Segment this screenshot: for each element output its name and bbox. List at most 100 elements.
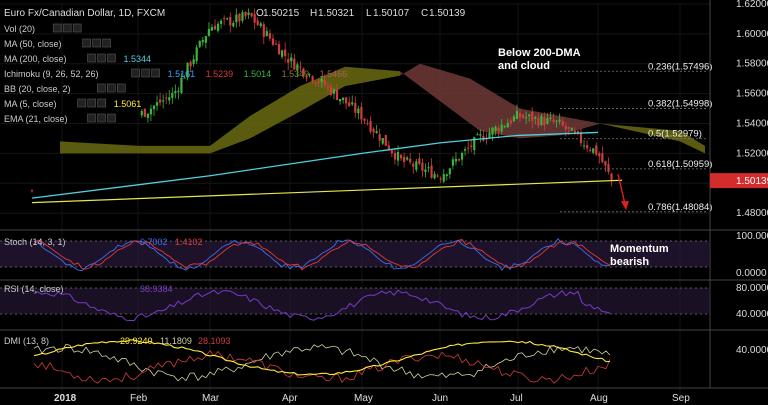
- settings-icon: [87, 98, 96, 108]
- indicator-label: Ichimoku (9, 26, 52, 26): [4, 69, 99, 79]
- candle-body: [372, 129, 375, 133]
- time-tick-label: Jun: [432, 393, 448, 404]
- candle-body: [30, 190, 34, 192]
- candle-body: [244, 12, 247, 17]
- candle-body: [338, 99, 342, 102]
- candle-body: [277, 44, 281, 55]
- candle-body: [582, 145, 586, 147]
- fib-label: 0.786(1.48084): [648, 202, 712, 213]
- candle-body: [305, 77, 308, 79]
- candle-body: [363, 118, 366, 121]
- candle-body: [537, 118, 540, 126]
- candle-body: [406, 157, 409, 160]
- ichimoku-cloud: [60, 63, 705, 154]
- close-icon: [102, 38, 111, 48]
- indicator-legend: Vol (20) MA (50, close) MA (200, close) 1.5…: [4, 23, 348, 124]
- candle-body: [162, 100, 165, 102]
- candle-body: [320, 78, 323, 83]
- candle-body: [165, 97, 168, 99]
- candle-body: [174, 91, 177, 94]
- close-icon: [72, 23, 82, 33]
- price-tick-label: 1.58000: [736, 59, 768, 70]
- candle-body: [540, 116, 543, 126]
- settings-icon: [97, 53, 106, 63]
- candle-body: [464, 149, 467, 151]
- stoch-band: [0, 241, 710, 267]
- candle-body: [412, 163, 415, 167]
- candle-body: [335, 89, 339, 100]
- candle-body: [348, 102, 351, 107]
- candle-body: [399, 154, 403, 159]
- candle-body: [473, 137, 476, 151]
- candle-body: [253, 13, 256, 23]
- candle-body: [518, 113, 522, 118]
- dmi-minus-line: [33, 350, 611, 384]
- candle-body: [186, 62, 189, 78]
- time-tick-label: Feb: [130, 393, 148, 404]
- candle-body: [369, 120, 372, 132]
- rsi-band: [0, 288, 710, 314]
- candle-body: [485, 138, 488, 140]
- candle-body: [549, 117, 552, 119]
- momentum-note-line2: bearish: [610, 256, 649, 268]
- candle-body: [528, 114, 531, 117]
- candle-body: [177, 90, 180, 92]
- candle-body: [427, 167, 430, 169]
- rsi-line: [33, 289, 611, 322]
- candle-body: [381, 137, 384, 144]
- candle-body: [509, 120, 512, 124]
- candle-body: [604, 161, 607, 166]
- indicator-value: 1.5014: [244, 69, 272, 79]
- candle-body: [183, 77, 186, 79]
- candle-body: [281, 50, 284, 57]
- candle-body: [561, 121, 564, 126]
- candle-body: [589, 149, 592, 151]
- price-pane: 0.236(1.57496) 0.382(1.54998) 0.5(1.52979)…: [0, 3, 712, 400]
- ohlc-l-value: 1.50107: [373, 8, 410, 19]
- eye-icon: [87, 53, 96, 63]
- candle-body: [421, 162, 424, 171]
- candle-body: [470, 145, 473, 148]
- candle-body: [442, 174, 445, 182]
- candle-body: [601, 153, 604, 163]
- stoch-axis-label: 0.0000: [736, 268, 767, 279]
- candle-body: [287, 59, 290, 63]
- candle-body: [238, 13, 241, 22]
- candle-body: [592, 148, 595, 153]
- ohlc-o-value: 1.50215: [263, 8, 300, 19]
- candle-body: [457, 158, 461, 161]
- indicator-label: MA (200, close): [4, 54, 67, 64]
- indicator-value: 1.5161: [168, 69, 196, 79]
- candle-body: [586, 145, 589, 149]
- candle-body: [311, 76, 314, 82]
- candle-body: [415, 161, 418, 170]
- candle-body: [213, 25, 217, 30]
- candle-body: [235, 14, 238, 23]
- stoch-k-line: [33, 237, 611, 272]
- fib-label: 0.5(1.52979): [648, 129, 702, 140]
- candle-body: [323, 79, 326, 86]
- candle-body: [418, 158, 421, 164]
- close-icon: [117, 83, 126, 93]
- dmi-axis-label: 40.0000: [736, 345, 768, 356]
- ohlc-c-label: C: [421, 8, 428, 19]
- fibonacci-levels: 0.236(1.57496) 0.382(1.54998) 0.5(1.52979)…: [560, 61, 712, 213]
- close-icon: [107, 113, 116, 123]
- candle-body: [326, 86, 329, 88]
- price-grid: [0, 3, 710, 400]
- candle-body: [241, 12, 244, 21]
- last-price-badge: [710, 173, 768, 189]
- rsi-pane: RSI (14, close) 38.9384 80.0000 40.0000: [0, 279, 768, 322]
- candle-body: [393, 152, 397, 160]
- candle-body: [342, 97, 345, 101]
- candle-body: [598, 153, 601, 157]
- ohlc-h-value: 1.50321: [318, 8, 355, 19]
- indicator-lines: [31, 131, 629, 211]
- indicator-value: 1.5466: [320, 69, 348, 79]
- chart-header: Euro Fx/Canadian Dollar, 1D, FXCM O 1.50…: [4, 8, 466, 19]
- candle-body: [366, 123, 369, 125]
- eye-icon: [87, 113, 96, 123]
- candle-body: [409, 158, 412, 163]
- cloud-bearish: [400, 63, 600, 139]
